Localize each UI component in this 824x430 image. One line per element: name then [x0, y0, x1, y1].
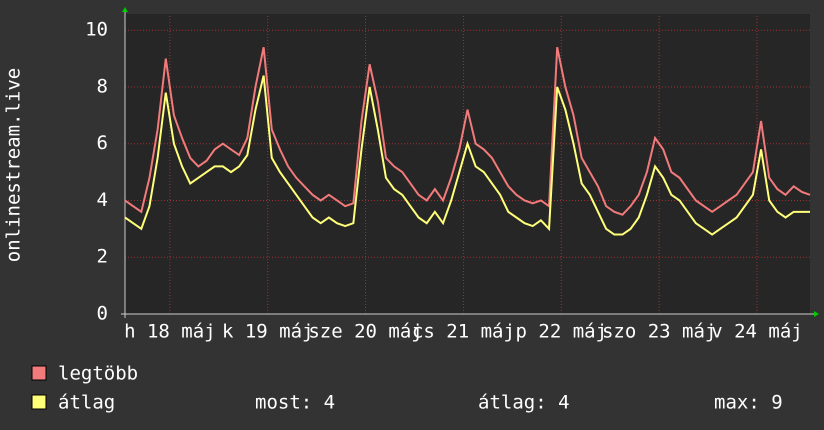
- plot-area: [125, 14, 810, 314]
- stat-label: max: 9: [714, 392, 783, 414]
- series-line: [124, 75, 810, 236]
- y-axis-label: onlinestream.live: [3, 68, 25, 262]
- x-tick-label: h 18 máj: [124, 321, 216, 343]
- y-tick-label: 4: [97, 189, 108, 211]
- legend-label: átlag: [58, 392, 115, 414]
- y-tick-label: 8: [97, 75, 108, 97]
- axis-arrow: [122, 7, 128, 12]
- stat-label: most: 4: [255, 392, 335, 414]
- legend-label: legtöbb: [58, 363, 138, 385]
- x-tick-label: p 22 máj: [516, 321, 608, 343]
- x-tick-label: szo 23 máj: [602, 321, 716, 343]
- legend-swatch: [31, 365, 47, 381]
- series-line: [124, 47, 811, 216]
- x-tick-label: k 19 máj: [222, 321, 314, 343]
- y-tick-label: 0: [97, 303, 108, 325]
- x-tick-label: v 24 máj: [711, 321, 803, 343]
- legend-swatch: [31, 394, 47, 410]
- x-tick-label: sze 20 máj: [308, 321, 422, 343]
- x-tick-label: cs 21 máj: [412, 321, 515, 343]
- stat-label: átlag: 4: [478, 392, 570, 414]
- y-tick-label: 2: [97, 246, 108, 268]
- y-tick-label: 6: [97, 132, 108, 154]
- y-tick-label: 10: [85, 19, 108, 41]
- axis-arrow: [814, 311, 819, 317]
